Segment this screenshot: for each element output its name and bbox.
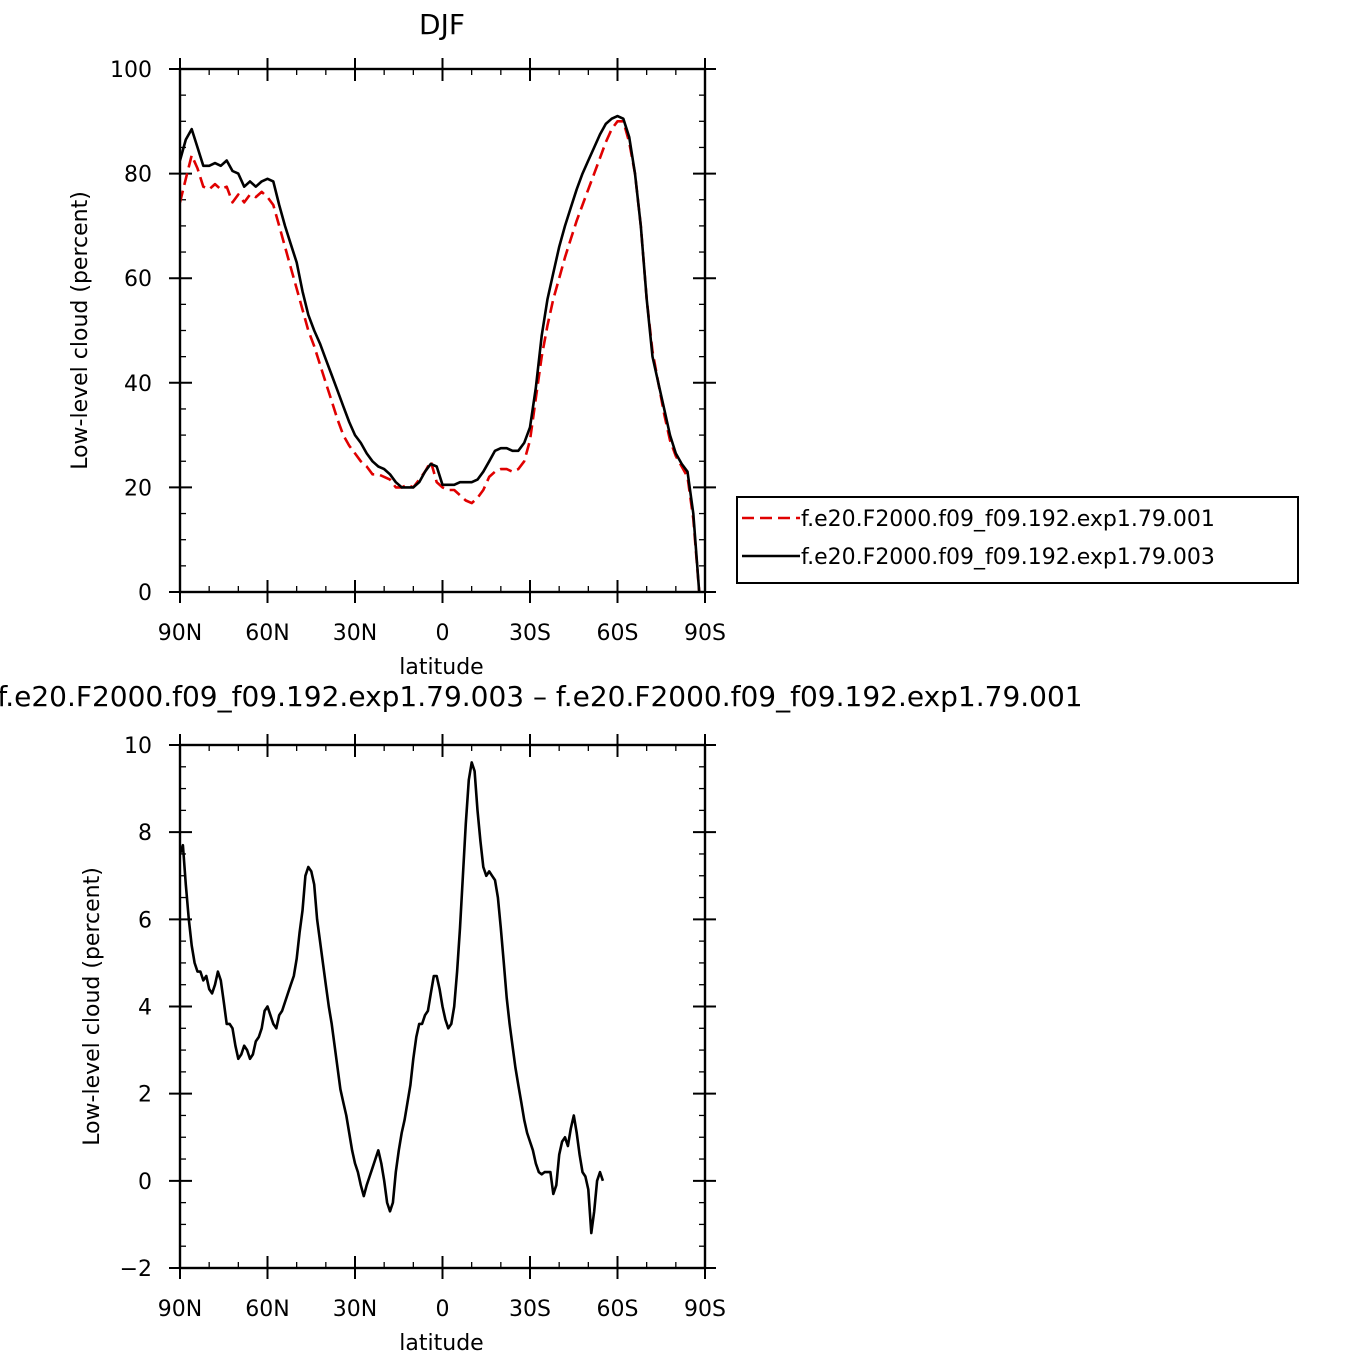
- series-line-2: [180, 114, 701, 593]
- x-axis-label: latitude: [399, 655, 483, 680]
- legend-box: [736, 496, 1299, 584]
- plot-frame: [178, 743, 707, 1270]
- x-axis-label: latitude: [399, 1331, 483, 1356]
- y-axis-label: Low-level cloud (percent): [80, 867, 105, 1146]
- x-tick-label: 30S: [509, 621, 551, 646]
- y-tick-label: 0: [138, 1170, 152, 1195]
- y-tick-label: 8: [138, 821, 152, 846]
- x-tick-label: 30N: [333, 1297, 377, 1322]
- y-tick-label: 2: [138, 1083, 152, 1108]
- legend: f.e20.F2000.f09_f09.192.exp1.79.001 f.e20…: [736, 496, 1299, 584]
- y-tick-label: 0: [138, 581, 152, 606]
- x-tick-label: 90N: [158, 1297, 202, 1322]
- y-tick-label: 100: [110, 58, 152, 83]
- legend-entry-2: f.e20.F2000.f09_f09.192.exp1.79.003: [801, 545, 1215, 570]
- minor-ticks: [179, 68, 706, 593]
- x-tick-label: 30N: [333, 621, 377, 646]
- series-line-1: [180, 761, 605, 1235]
- chart-panel-2: f.e20.F2000.f09_f09.192.exp1.79.003 – f.…: [0, 680, 1083, 1356]
- y-tick-label: 80: [124, 163, 152, 188]
- x-tick-label: 60N: [245, 621, 289, 646]
- x-tick-label: 90S: [684, 621, 726, 646]
- x-tick-label: 60S: [597, 1297, 639, 1322]
- legend-entry-1: f.e20.F2000.f09_f09.192.exp1.79.001: [801, 507, 1215, 532]
- x-tick-label: 60N: [245, 1297, 289, 1322]
- chart-title: DJF: [419, 8, 465, 41]
- x-tick-label: 90S: [684, 1297, 726, 1322]
- y-axis-label: Low-level cloud (percent): [68, 191, 93, 470]
- y-tick-label: 40: [124, 372, 152, 397]
- x-tick-label: 0: [436, 1297, 450, 1322]
- series-line-1: [180, 120, 701, 593]
- x-tick-label: 30S: [509, 1297, 551, 1322]
- y-tick-label: 60: [124, 267, 152, 292]
- y-tick-label: 20: [124, 476, 152, 501]
- y-tick-label: −2: [120, 1257, 152, 1282]
- y-tick-label: 10: [124, 734, 152, 759]
- y-tick-label: 4: [138, 996, 152, 1021]
- x-tick-label: 60S: [597, 621, 639, 646]
- plot-frame: [178, 67, 707, 594]
- x-tick-label: 90N: [158, 621, 202, 646]
- y-tick-label: 6: [138, 908, 152, 933]
- x-tick-label: 0: [436, 621, 450, 646]
- chart-title: f.e20.F2000.f09_f09.192.exp1.79.003 – f.…: [0, 680, 1083, 713]
- chart-panel-1: DJF 90N 60N 30N 0 30S 60S 90S 0 20 40 60 80 100 latitu…: [68, 8, 1299, 680]
